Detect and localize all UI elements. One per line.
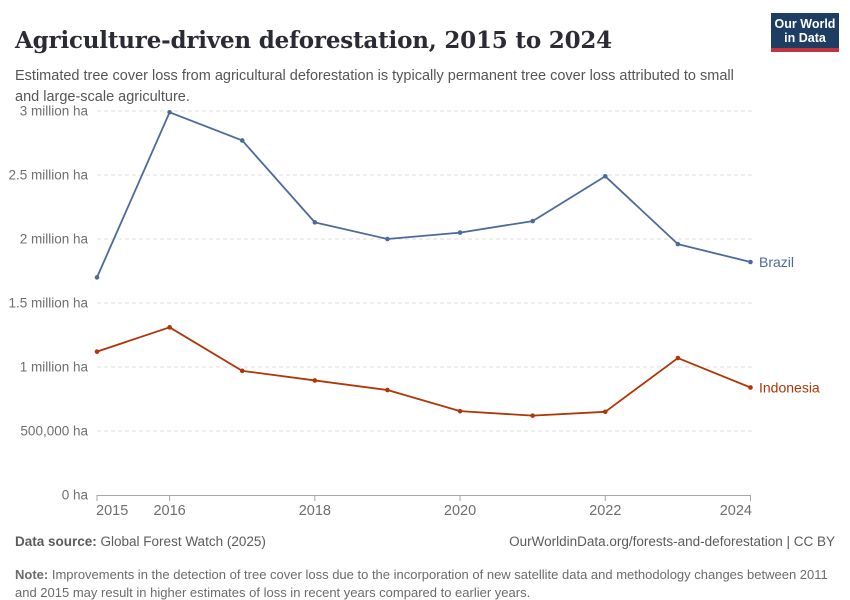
point-indonesia-2016 xyxy=(167,325,172,330)
point-indonesia-2017 xyxy=(239,368,245,374)
x-axis-tick-label: 2024 xyxy=(720,503,752,519)
x-axis-tick-label: 2022 xyxy=(589,503,621,519)
y-axis-tick-label: 1 million ha xyxy=(20,360,89,375)
point-brazil-2017 xyxy=(239,138,245,143)
point-indonesia-2022 xyxy=(602,409,608,415)
x-axis-tick-label: 2016 xyxy=(153,503,185,519)
note-label: Note: xyxy=(15,567,49,582)
line-brazil xyxy=(96,111,752,279)
owid-logo-line1: Our World xyxy=(774,17,836,31)
point-indonesia-2015 xyxy=(94,349,100,354)
point-indonesia-2024 xyxy=(748,385,753,390)
data-source-label: Data source: xyxy=(15,534,97,549)
y-axis-tick-label: 0 ha xyxy=(62,488,89,503)
series-label-indonesia[interactable]: Indonesia xyxy=(759,379,820,395)
x-axis-tick-label: 2015 xyxy=(96,503,128,519)
point-indonesia-2021 xyxy=(530,413,535,418)
owid-logo[interactable]: Our World in Data xyxy=(771,13,839,52)
point-brazil-2020 xyxy=(457,230,463,235)
chart-title: Agriculture-driven deforestation, 2015 t… xyxy=(15,27,612,55)
y-axis-tick-label: 2 million ha xyxy=(20,232,89,247)
y-axis-tick-label: 2.5 million ha xyxy=(8,168,88,183)
point-indonesia-2018 xyxy=(312,378,318,383)
series-label-brazil[interactable]: Brazil xyxy=(759,254,794,270)
point-brazil-2023 xyxy=(675,241,681,247)
point-brazil-2016 xyxy=(167,109,172,115)
point-brazil-2015 xyxy=(94,275,100,280)
point-indonesia-2019 xyxy=(385,387,390,393)
footer-note: Note: Improvements in the detection of t… xyxy=(15,566,835,600)
y-axis-tick-label: 3 million ha xyxy=(20,104,89,119)
owid-logo-text: Our World in Data xyxy=(771,13,839,48)
line-indonesia xyxy=(96,326,752,417)
point-brazil-2018 xyxy=(312,220,318,225)
point-indonesia-2020 xyxy=(457,408,463,414)
owid-logo-red-bar xyxy=(771,48,839,52)
point-brazil-2024 xyxy=(748,259,753,265)
point-brazil-2021 xyxy=(530,218,535,224)
note-text: Improvements in the detection of tree co… xyxy=(15,567,828,600)
attribution-link[interactable]: OurWorldinData.org/forests-and-deforesta… xyxy=(509,534,835,549)
footer-source-row: Data source: Global Forest Watch (2025) … xyxy=(15,534,835,549)
x-axis-tick-label: 2020 xyxy=(444,503,476,519)
x-axis-tick-label: 2018 xyxy=(299,503,331,519)
point-brazil-2022 xyxy=(602,173,608,179)
point-brazil-2019 xyxy=(385,236,390,242)
chart-subtitle: Estimated tree cover loss from agricultu… xyxy=(15,67,734,105)
y-axis-tick-label: 1.5 million ha xyxy=(8,296,88,311)
owid-logo-line2: in Data xyxy=(784,31,826,45)
data-source-value: Global Forest Watch (2025) xyxy=(96,534,266,549)
y-axis-tick-label: 500,000 ha xyxy=(20,424,88,439)
data-source-text: Data source: Global Forest Watch (2025) xyxy=(15,534,266,549)
point-indonesia-2023 xyxy=(675,355,681,361)
